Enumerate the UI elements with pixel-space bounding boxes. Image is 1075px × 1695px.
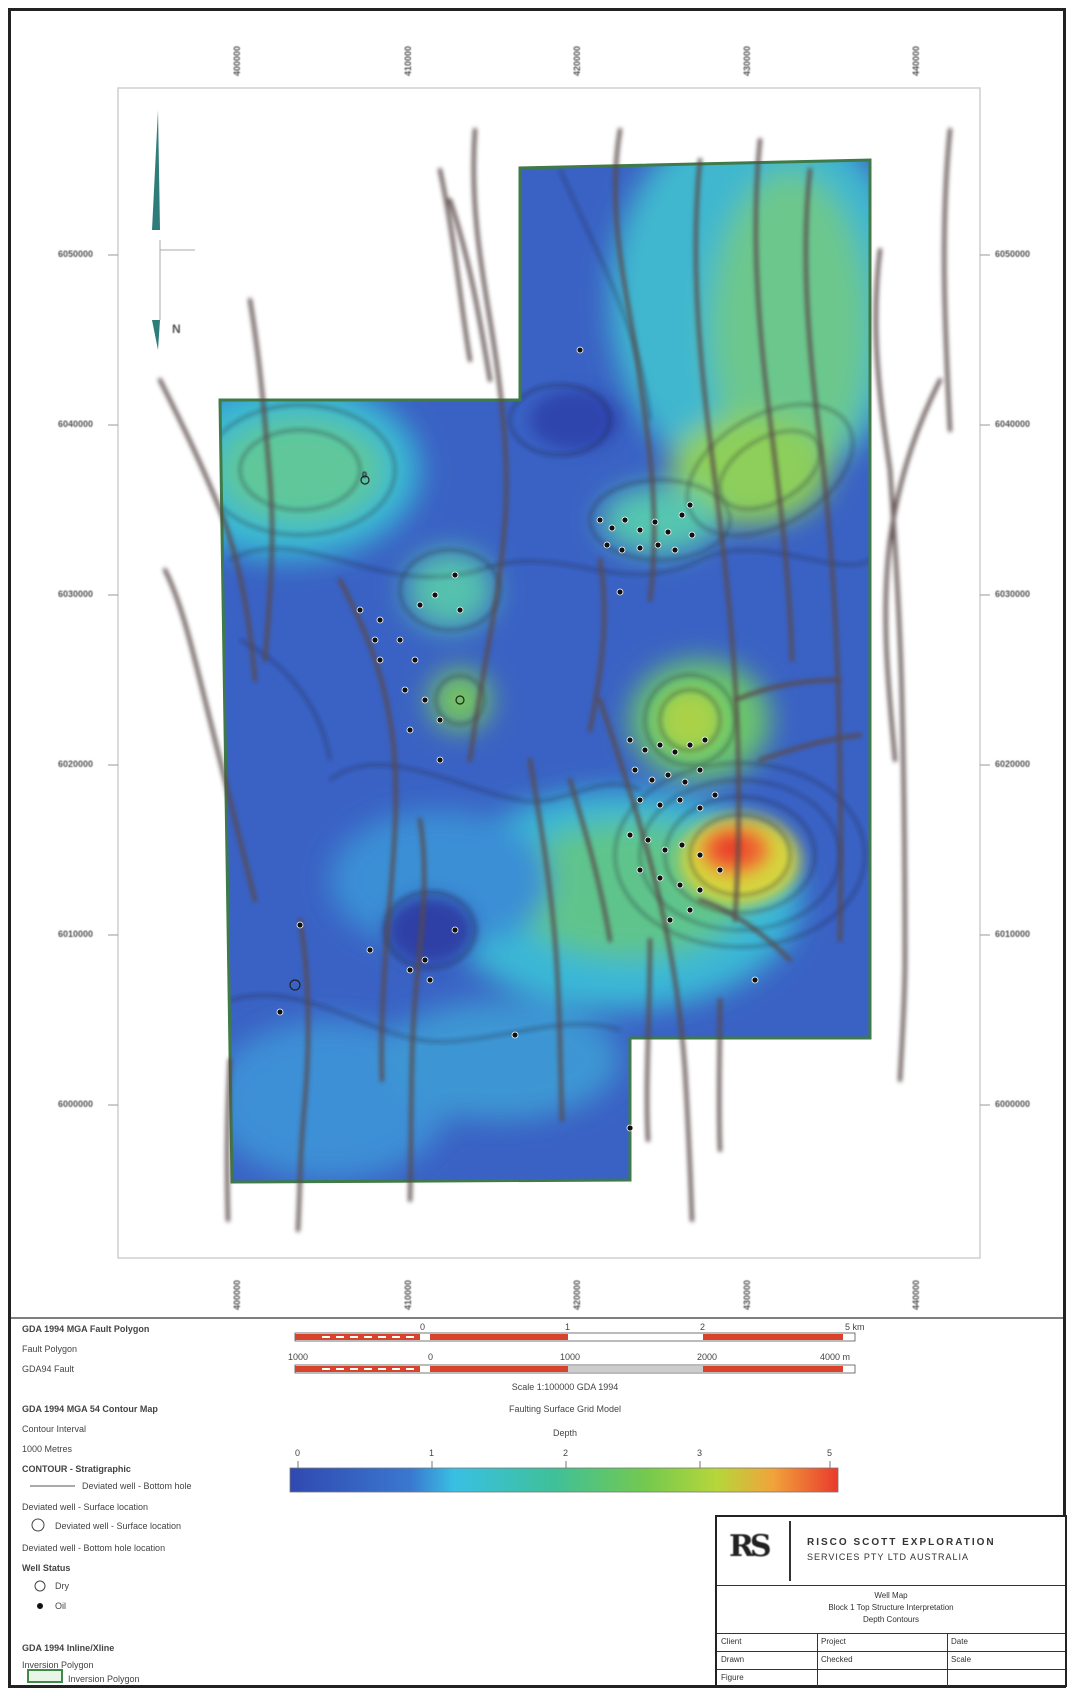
company-name-line1: RISCO SCOTT EXPLORATION: [807, 1537, 996, 1548]
y-tick-left-2: 6040000: [58, 419, 94, 429]
y-tick-right-6: 6000000: [995, 1099, 1031, 1109]
colorbar-tick-1: 1: [429, 1448, 435, 1458]
y-tick-right-4: 6020000: [995, 759, 1031, 769]
legend-surface-title: Faulting Surface Grid Model: [508, 1404, 622, 1414]
scale-top-2: 2: [700, 1322, 706, 1332]
legend-scale-text: Scale 1:100000 GDA 1994: [511, 1382, 619, 1392]
legend-symbols: [27, 1485, 75, 1683]
legend-item-9: Deviated well - Surface location: [22, 1502, 149, 1512]
colorbar-tick-4: 5: [827, 1448, 833, 1458]
legend-depth-label: Depth: [552, 1428, 578, 1438]
colorbar-tick-2: 2: [563, 1448, 569, 1458]
field-client: Client: [721, 1637, 742, 1646]
north-label: N: [172, 322, 181, 336]
scale-bottom-0: 1000: [288, 1352, 309, 1362]
legend-item-2: Fault Polygon: [22, 1344, 78, 1354]
legend-item-5: Contour Interval: [22, 1424, 87, 1434]
y-tick-right-5: 6010000: [995, 929, 1031, 939]
y-tick-right-3: 6030000: [995, 589, 1031, 599]
legend-item-1: GDA 1994 MGA Fault Polygon: [22, 1324, 150, 1334]
colorbar-tick-0: 0: [295, 1448, 301, 1458]
y-tick-right-2: 6040000: [995, 419, 1031, 429]
x-tick-top-3: 420000: [572, 45, 583, 77]
x-tick-bottom-3: 420000: [572, 1279, 583, 1311]
x-tick-top-1: 400000: [232, 45, 243, 77]
field-scale: Scale: [951, 1655, 972, 1664]
fault-lines: [158, 128, 952, 1232]
legend-item-6: 1000 Metres: [22, 1444, 73, 1454]
title-block-fields: Client Project Date Drawn Checked Scale …: [717, 1633, 1065, 1687]
y-tick-left-4: 6020000: [58, 759, 94, 769]
title-block-project: Well Map Block 1 Top Structure Interpret…: [717, 1585, 1065, 1634]
map-frame: [117, 87, 981, 1259]
y-tick-left-6: 6000000: [58, 1099, 94, 1109]
field-project: Project: [821, 1637, 846, 1646]
x-tick-bottom-2: 410000: [403, 1279, 414, 1311]
field-figure: Figure: [721, 1673, 744, 1682]
project-subtitle-1: Block 1 Top Structure Interpretation: [828, 1603, 954, 1612]
x-tick-top-2: 410000: [403, 45, 414, 77]
x-tick-top-4: 430000: [742, 45, 753, 77]
y-tick-right-1: 6050000: [995, 249, 1031, 259]
scale-top-0: 0: [420, 1322, 426, 1332]
legend-item-16: Inversion Polygon: [22, 1660, 94, 1670]
project-title: Well Map: [874, 1591, 908, 1600]
company-name-line2: SERVICES PTY LTD AUSTRALIA: [807, 1552, 970, 1562]
scale-bottom-4: 4000 m: [820, 1352, 851, 1362]
legend-item-12: Well Status: [22, 1563, 71, 1573]
title-block-header: RS RISCO SCOTT EXPLORATION SERVICES PTY …: [717, 1517, 1065, 1586]
color-bar: [289, 1467, 839, 1493]
y-tick-left-3: 6030000: [58, 589, 94, 599]
inversion-polygon-outline: [218, 158, 872, 1184]
dry-well-markers: [289, 475, 465, 991]
contour-label: 0: [362, 470, 368, 480]
legend-item-8: Deviated well - Bottom hole: [82, 1481, 192, 1491]
x-tick-top-5: 440000: [911, 45, 922, 77]
y-tick-left-5: 6010000: [58, 929, 94, 939]
legend-item-14: Oil: [55, 1601, 66, 1611]
scale-bottom-3: 2000: [697, 1352, 718, 1362]
legend-item-4: GDA 1994 MGA 54 Contour Map: [22, 1404, 158, 1414]
depth-surface: [220, 160, 870, 1182]
north-arrow-icon: [152, 110, 195, 350]
title-block: RS RISCO SCOTT EXPLORATION SERVICES PTY …: [715, 1515, 1067, 1687]
scale-bottom-2: 1000: [560, 1352, 581, 1362]
x-tick-bottom-1: 400000: [232, 1279, 243, 1311]
legend-item-10: Deviated well - Surface location: [55, 1521, 182, 1531]
scale-top-1: 1: [565, 1322, 571, 1332]
legend-item-11: Deviated well - Bottom hole location: [22, 1543, 166, 1553]
y-tick-left-1: 6050000: [58, 249, 94, 259]
legend-item-15: GDA 1994 Inline/Xline: [22, 1643, 115, 1653]
project-subtitle-2: Depth Contours: [862, 1615, 920, 1624]
legend-item-7: CONTOUR - Stratigraphic: [22, 1464, 131, 1474]
scale-bottom-1: 0: [428, 1352, 434, 1362]
scale-bar: [294, 1332, 856, 1374]
legend-item-13: Dry: [55, 1581, 69, 1591]
colorbar-tick-3: 3: [697, 1448, 703, 1458]
company-logo: RS: [729, 1529, 772, 1564]
well-markers: [276, 346, 759, 1132]
scale-top-3: 5 km: [845, 1322, 865, 1332]
legend-item-3: GDA94 Fault: [22, 1364, 75, 1374]
legend-item-17: Inversion Polygon: [68, 1674, 140, 1684]
field-drawn: Drawn: [721, 1655, 745, 1664]
field-date: Date: [951, 1637, 968, 1646]
x-tick-bottom-5: 440000: [911, 1279, 922, 1311]
field-checked: Checked: [821, 1655, 853, 1664]
x-tick-bottom-4: 430000: [742, 1279, 753, 1311]
